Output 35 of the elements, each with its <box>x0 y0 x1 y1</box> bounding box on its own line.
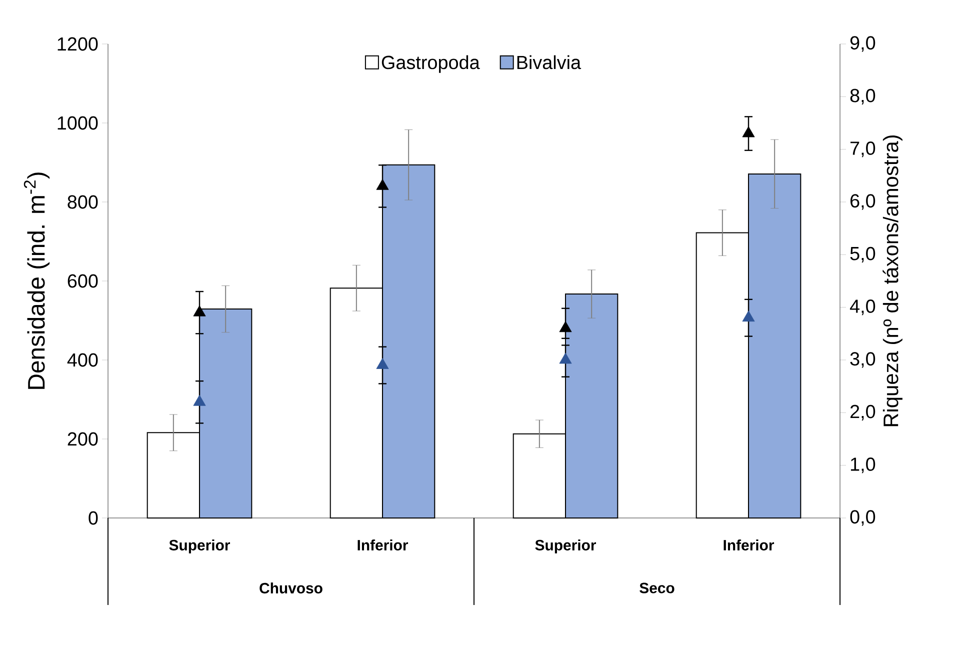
x-tick-label: Superior <box>169 540 230 554</box>
x-tick-label: Superior <box>535 540 596 554</box>
point <box>376 358 389 369</box>
x-tick-label: Inferior <box>358 540 408 550</box>
text: Chuvoso <box>260 582 322 594</box>
y2-tick-label: 1,0 <box>850 457 876 474</box>
y2-tick-label: 7,0 <box>850 141 876 158</box>
point <box>376 178 389 190</box>
x-tick-label: Inferior <box>724 540 774 550</box>
y-tick-label: 400 <box>67 353 98 367</box>
legend-label: Gastropoda <box>382 55 480 73</box>
point <box>559 321 572 332</box>
y2-tick-label: 4,0 <box>850 299 876 316</box>
y-tick-label: 600 <box>68 274 98 288</box>
point <box>559 352 572 364</box>
point <box>742 126 755 138</box>
point <box>193 394 206 406</box>
y-tick-label: 200 <box>68 432 98 446</box>
point <box>742 310 755 322</box>
y2-tick-label: 9,0 <box>850 36 876 52</box>
text: Seco <box>640 582 674 594</box>
y-tick-label: 1200 <box>58 37 98 51</box>
point <box>193 305 206 316</box>
legend-label: Bivalvia <box>517 55 582 70</box>
y-tick-label: 0 <box>88 511 98 525</box>
y-tick-label: 800 <box>68 195 98 209</box>
y-axis-title: Densidade (ind. m$^{-2}$) <box>24 172 50 389</box>
y2-tick-label: 2,0 <box>850 404 876 420</box>
y2-tick-label: 0,0 <box>850 510 876 526</box>
y2-tick-label: 6,0 <box>850 194 876 210</box>
y2-tick-label: 5,0 <box>850 246 876 262</box>
y-tick-label: 1000 <box>58 116 98 130</box>
y2-tick-label: 3,0 <box>850 352 876 368</box>
y2-tick-label: 8,0 <box>850 88 876 104</box>
y2-axis-title: Riqueza (nº de táxons/amostra) <box>882 135 902 426</box>
